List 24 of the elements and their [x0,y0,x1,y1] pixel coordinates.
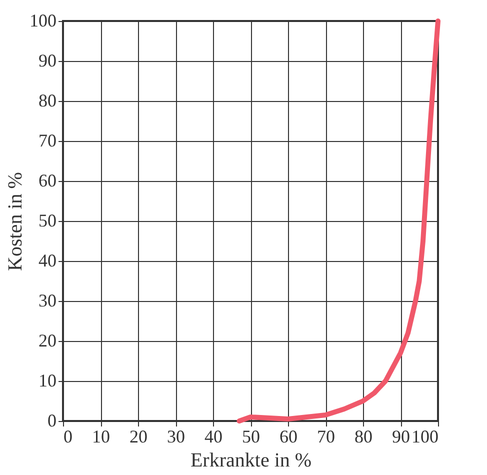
y-tick-label: 100 [30,10,56,30]
y-tick-label: 50 [38,210,56,230]
y-tick-label: 20 [38,330,56,350]
x-tick-label: 30 [167,426,185,446]
x-tick-label: 20 [130,426,148,446]
x-tick-label: 90 [392,426,410,446]
y-tick-label: 10 [38,370,56,390]
y-tick-label: 0 [48,410,56,430]
x-tick-label: 10 [92,426,110,446]
y-tick-label: 70 [38,130,56,150]
y-axis-title: Kosten in % [4,172,26,271]
x-tick-label: 80 [354,426,372,446]
y-tick-label: 80 [38,90,56,110]
x-axis-title: Erkrankte in % [190,450,312,472]
y-tick-label: 60 [38,170,56,190]
x-tick-label: 0 [64,426,72,446]
x-tick-label: 70 [317,426,335,446]
x-tick-label: 50 [242,426,260,446]
x-tick-label: 60 [280,426,298,446]
y-tick-label: 40 [38,250,56,270]
x-tick-label: 40 [204,426,222,446]
y-tick-label: 90 [38,50,56,70]
y-tick-label: 30 [38,290,56,310]
x-tick-label: 100 [412,426,438,446]
